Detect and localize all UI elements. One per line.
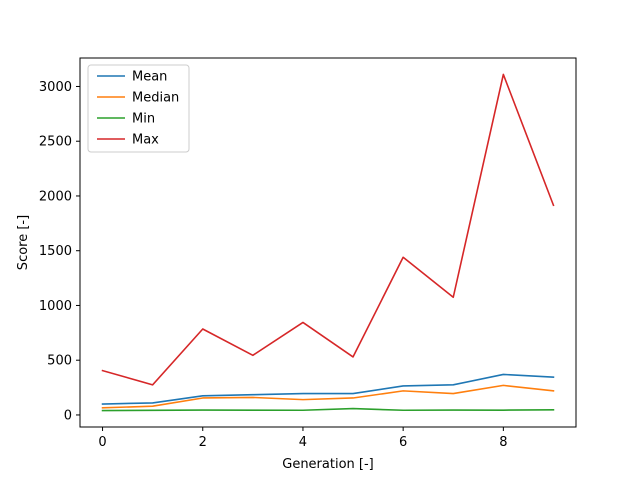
y-axis-label: Score [-] — [16, 215, 31, 270]
x-tick-label: 8 — [499, 435, 507, 450]
x-tick-label: 2 — [199, 435, 207, 450]
series-line-mean — [101, 373, 555, 405]
y-tick-label: 500 — [47, 354, 72, 369]
series-line-median — [101, 384, 555, 409]
legend-label-mean: Mean — [132, 70, 167, 85]
series-layer — [101, 73, 555, 412]
y-tick-label: 2000 — [39, 189, 72, 204]
y-ticks: 0 500 1000 1500 2000 2500 3000 — [39, 80, 80, 423]
legend-box — [87, 64, 190, 153]
legend-label-min: Min — [132, 112, 155, 127]
legend: Mean Median Min Max — [87, 64, 190, 153]
series-line-min — [101, 407, 555, 412]
x-tick-label: 6 — [399, 435, 407, 450]
y-tick-label: 2500 — [39, 135, 72, 150]
legend-label-max: Max — [132, 133, 159, 148]
legend-label-median: Median — [132, 91, 179, 106]
x-ticks: 0 2 4 6 8 — [98, 427, 507, 450]
y-tick-label: 1000 — [39, 299, 72, 314]
series-line-max — [101, 73, 555, 386]
y-tick-label: 3000 — [39, 80, 72, 95]
x-tick-label: 0 — [98, 435, 106, 450]
x-axis-label: Generation [-] — [282, 457, 374, 472]
x-tick-label: 4 — [299, 435, 307, 450]
y-tick-label: 0 — [64, 408, 72, 423]
plot-frame — [79, 57, 577, 428]
y-tick-label: 1500 — [39, 244, 72, 259]
